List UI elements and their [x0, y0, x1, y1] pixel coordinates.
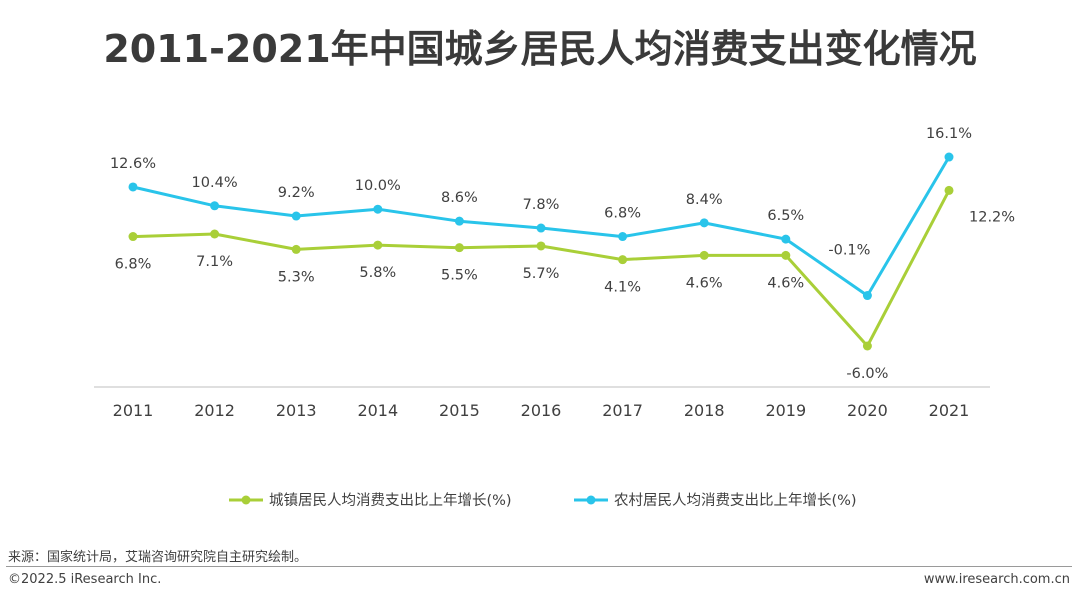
series-1-point-2013	[291, 211, 301, 221]
series-0-point-2011	[128, 232, 138, 242]
x-tick-label-2021: 2021	[929, 401, 970, 420]
series-0-point-2013	[291, 244, 301, 254]
series-1-point-2017	[618, 232, 628, 242]
series-0-point-2021	[944, 185, 954, 195]
chart-title: 2011-2021年中国城乡居民人均消费支出变化情况	[103, 27, 977, 71]
data-label-s0-2016: 5.7%	[523, 266, 560, 282]
copyright: ©2022.5 iResearch Inc.	[8, 572, 162, 587]
data-label-s0-2011: 6.8%	[115, 257, 152, 273]
data-label-s1-2017: 6.8%	[604, 206, 641, 222]
series-points	[128, 152, 954, 351]
x-tick-label-2014: 2014	[357, 401, 398, 420]
x-tick-label-2017: 2017	[602, 401, 643, 420]
source-note: 来源：国家统计局，艾瑞咨询研究院自主研究绘制。	[8, 550, 308, 565]
series-0-point-2012	[210, 229, 220, 239]
legend: 城镇居民人均消费支出比上年增长(%) 农村居民人均消费支出比上年增长(%)	[229, 492, 857, 509]
series-0-point-2015	[454, 243, 464, 253]
x-tick-label-2013: 2013	[276, 401, 317, 420]
data-label-s0-2013: 5.3%	[278, 269, 315, 285]
series-1-point-2021	[944, 152, 954, 162]
x-tick-label-2011: 2011	[113, 401, 154, 420]
footer-divider	[6, 566, 1072, 567]
legend-marker-0	[241, 495, 251, 505]
series-1-point-2016	[536, 223, 546, 233]
data-label-s0-2012: 7.1%	[196, 254, 233, 270]
data-label-s1-2019: 6.5%	[767, 208, 804, 224]
series-1-point-2018	[699, 218, 709, 228]
data-label-s1-2020: -0.1%	[828, 243, 870, 259]
series-1-point-2012	[210, 201, 220, 211]
series-1-point-2019	[781, 234, 791, 244]
data-label-s0-2014: 5.8%	[359, 265, 396, 281]
data-label-s1-2014: 10.0%	[355, 178, 401, 194]
data-label-s0-2021: 12.2%	[969, 209, 1015, 225]
x-tick-label-2019: 2019	[765, 401, 806, 420]
x-tick-label-2016: 2016	[521, 401, 562, 420]
series-0-point-2017	[618, 255, 628, 265]
x-tick-label-2020: 2020	[847, 401, 888, 420]
data-label-s0-2020: -6.0%	[846, 366, 888, 382]
series-lines	[131, 155, 951, 348]
series-1-point-2011	[128, 182, 138, 192]
data-label-s1-2015: 8.6%	[441, 190, 478, 206]
data-label-s0-2017: 4.1%	[604, 280, 641, 296]
data-labels: 6.8% 7.1% 5.3% 5.8% 5.5% 5.7% 4.1% 4.6% 4.6% -6.0…	[110, 126, 1015, 382]
x-tick-label-2018: 2018	[684, 401, 725, 420]
data-label-s1-2013: 9.2%	[278, 185, 315, 201]
x-tick-label-2012: 2012	[194, 401, 235, 420]
data-label-s0-2015: 5.5%	[441, 268, 478, 284]
data-label-s0-2018: 4.6%	[686, 275, 723, 291]
line-chart: 2011 2012 2013 2014 2015 2016 2017 2018 2019 2020…	[94, 126, 1015, 509]
legend-marker-1	[586, 495, 596, 505]
x-tick-labels: 2011 2012 2013 2014 2015 2016 2017 2018 2019 2020…	[113, 401, 970, 420]
series-1-point-2014	[373, 204, 383, 214]
series-0-point-2020	[862, 341, 872, 351]
data-label-s1-2012: 10.4%	[192, 175, 238, 191]
legend-label-0: 城镇居民人均消费支出比上年增长(%)	[269, 492, 512, 509]
data-label-s1-2018: 8.4%	[686, 192, 723, 208]
series-0-point-2016	[536, 241, 546, 251]
series-1-point-2020	[862, 291, 872, 301]
series-0-point-2019	[781, 250, 791, 260]
data-label-s1-2016: 7.8%	[523, 197, 560, 213]
legend-label-1: 农村居民人均消费支出比上年增长(%)	[614, 492, 857, 509]
data-label-s1-2021: 16.1%	[926, 126, 972, 142]
data-label-s1-2011: 12.6%	[110, 156, 156, 172]
series-1-point-2015	[454, 216, 464, 226]
website-link[interactable]: www.iresearch.com.cn	[923, 572, 1070, 587]
series-0-point-2014	[373, 240, 383, 250]
data-label-s0-2019: 4.6%	[767, 275, 804, 291]
series-0-point-2018	[699, 250, 709, 260]
x-tick-label-2015: 2015	[439, 401, 480, 420]
